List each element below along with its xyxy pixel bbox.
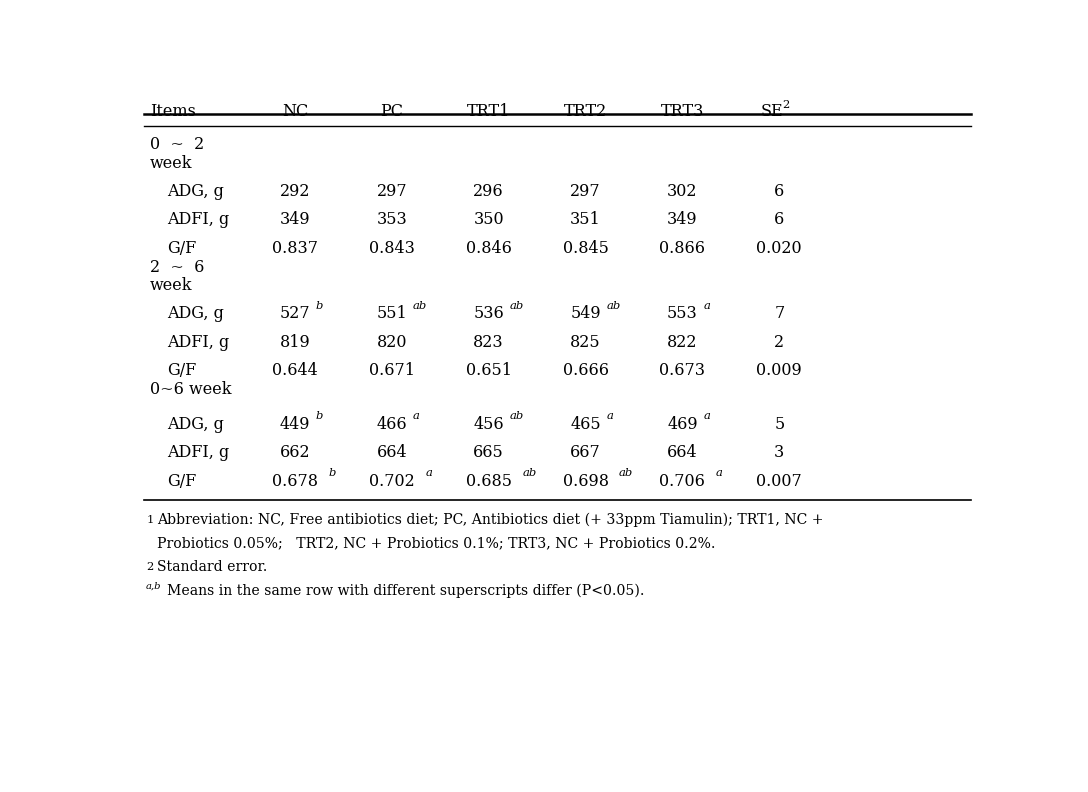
- Text: ab: ab: [509, 300, 524, 310]
- Text: 350: 350: [473, 211, 504, 228]
- Text: TRT3: TRT3: [660, 103, 704, 120]
- Text: 664: 664: [667, 444, 697, 461]
- Text: G/F: G/F: [166, 363, 196, 379]
- Text: 0.009: 0.009: [756, 363, 802, 379]
- Text: week: week: [150, 154, 193, 172]
- Text: 665: 665: [473, 444, 504, 461]
- Text: 2: 2: [782, 100, 789, 109]
- Text: 0.007: 0.007: [756, 473, 802, 489]
- Text: a,b: a,b: [146, 582, 162, 591]
- Text: Abbreviation: NC, Free antibiotics diet; PC, Antibiotics diet (+ 33ppm Tiamulin): Abbreviation: NC, Free antibiotics diet;…: [157, 512, 824, 527]
- Text: 527: 527: [280, 306, 310, 322]
- Text: week: week: [150, 277, 193, 294]
- Text: 302: 302: [667, 183, 697, 200]
- Text: 465: 465: [570, 416, 601, 432]
- Text: b: b: [329, 468, 336, 478]
- Text: 549: 549: [570, 306, 601, 322]
- Text: 0.651: 0.651: [466, 363, 511, 379]
- Text: 297: 297: [376, 183, 407, 200]
- Text: 0.866: 0.866: [659, 240, 705, 257]
- Text: 2: 2: [146, 562, 153, 573]
- Text: 0.702: 0.702: [369, 473, 415, 489]
- Text: ADFI, g: ADFI, g: [166, 334, 230, 351]
- Text: Means in the same row with different superscripts differ (P<0.05).: Means in the same row with different sup…: [166, 584, 644, 599]
- Text: ab: ab: [606, 300, 621, 310]
- Text: a: a: [704, 411, 710, 421]
- Text: 0.666: 0.666: [562, 363, 608, 379]
- Text: Standard error.: Standard error.: [157, 561, 268, 574]
- Text: 0.837: 0.837: [272, 240, 318, 257]
- Text: 820: 820: [376, 334, 407, 351]
- Text: 351: 351: [570, 211, 601, 228]
- Text: PC: PC: [380, 103, 404, 120]
- Text: 2: 2: [775, 334, 784, 351]
- Text: ADG, g: ADG, g: [166, 306, 224, 322]
- Text: 0.706: 0.706: [659, 473, 705, 489]
- Text: 7: 7: [775, 306, 784, 322]
- Text: 551: 551: [376, 306, 407, 322]
- Text: 466: 466: [376, 416, 407, 432]
- Text: a: a: [606, 411, 614, 421]
- Text: 822: 822: [667, 334, 697, 351]
- Text: a: a: [412, 411, 420, 421]
- Text: 0~6 week: 0~6 week: [150, 382, 232, 398]
- Text: 553: 553: [667, 306, 697, 322]
- Text: 0.698: 0.698: [562, 473, 608, 489]
- Text: 449: 449: [280, 416, 310, 432]
- Text: TRT2: TRT2: [564, 103, 607, 120]
- Text: 819: 819: [280, 334, 310, 351]
- Text: 662: 662: [280, 444, 310, 461]
- Text: ADFI, g: ADFI, g: [166, 444, 230, 461]
- Text: ab: ab: [412, 300, 428, 310]
- Text: 0.671: 0.671: [369, 363, 415, 379]
- Text: 825: 825: [570, 334, 601, 351]
- Text: 6: 6: [775, 211, 784, 228]
- Text: Probiotics 0.05%;   TRT2, NC + Probiotics 0.1%; TRT3, NC + Probiotics 0.2%.: Probiotics 0.05%; TRT2, NC + Probiotics …: [157, 536, 716, 550]
- Text: 0.673: 0.673: [659, 363, 705, 379]
- Text: 456: 456: [473, 416, 504, 432]
- Text: 664: 664: [376, 444, 407, 461]
- Text: SE: SE: [761, 103, 782, 120]
- Text: 296: 296: [473, 183, 504, 200]
- Text: NC: NC: [282, 103, 308, 120]
- Text: 0.845: 0.845: [562, 240, 608, 257]
- Text: 349: 349: [280, 211, 310, 228]
- Text: a: a: [425, 468, 432, 478]
- Text: a: a: [704, 300, 710, 310]
- Text: TRT1: TRT1: [467, 103, 510, 120]
- Text: 0.678: 0.678: [272, 473, 318, 489]
- Text: ADFI, g: ADFI, g: [166, 211, 230, 228]
- Text: ab: ab: [509, 411, 524, 421]
- Text: 5: 5: [775, 416, 784, 432]
- Text: b: b: [316, 300, 323, 310]
- Text: 353: 353: [376, 211, 407, 228]
- Text: ADG, g: ADG, g: [166, 183, 224, 200]
- Text: 0.843: 0.843: [369, 240, 415, 257]
- Text: 667: 667: [570, 444, 601, 461]
- Text: 349: 349: [667, 211, 697, 228]
- Text: 0.685: 0.685: [466, 473, 511, 489]
- Text: Items: Items: [150, 103, 196, 120]
- Text: a: a: [716, 468, 722, 478]
- Text: 292: 292: [280, 183, 310, 200]
- Text: 823: 823: [473, 334, 504, 351]
- Text: 297: 297: [570, 183, 601, 200]
- Text: 3: 3: [775, 444, 784, 461]
- Text: ADG, g: ADG, g: [166, 416, 224, 432]
- Text: ab: ab: [619, 468, 633, 478]
- Text: 0.644: 0.644: [272, 363, 318, 379]
- Text: 536: 536: [473, 306, 504, 322]
- Text: 0.020: 0.020: [756, 240, 802, 257]
- Text: ab: ab: [522, 468, 536, 478]
- Text: 0  ~  2: 0 ~ 2: [150, 136, 205, 154]
- Text: 0.846: 0.846: [466, 240, 511, 257]
- Text: 1: 1: [146, 515, 153, 524]
- Text: 2  ~  6: 2 ~ 6: [150, 259, 205, 276]
- Text: b: b: [316, 411, 323, 421]
- Text: G/F: G/F: [166, 240, 196, 257]
- Text: G/F: G/F: [166, 473, 196, 489]
- Text: 6: 6: [775, 183, 784, 200]
- Text: 469: 469: [667, 416, 697, 432]
